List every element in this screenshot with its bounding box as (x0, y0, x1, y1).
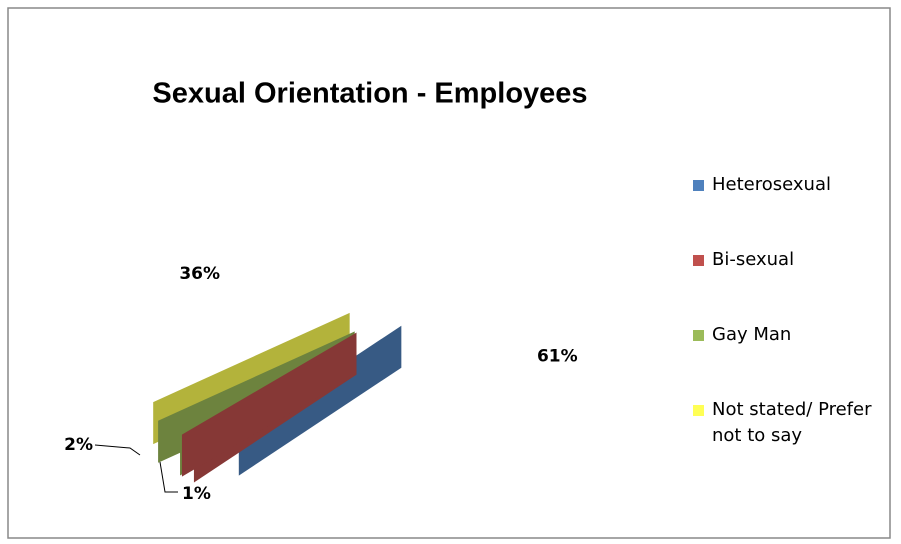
legend-item: Gay Man (690, 322, 880, 397)
chart-frame (7, 7, 891, 539)
legend-swatch (693, 330, 704, 341)
legend-item: Not stated/ Prefer not to say (690, 397, 880, 472)
legend-item: Bi-sexual (690, 247, 880, 322)
legend-swatch (693, 405, 704, 416)
leader-line (159, 461, 178, 493)
data-label: 1% (182, 484, 211, 504)
leader-line (94, 444, 141, 456)
legend-label: Not stated/ Prefer not to say (712, 399, 872, 446)
slice-wall (153, 214, 350, 403)
legend-label: Heterosexual (712, 174, 831, 195)
pie (153, 185, 402, 483)
chart-title: Sexual Orientation - Employees (152, 78, 587, 110)
data-label: 36% (179, 264, 220, 284)
legend-label: Bi-sexual (712, 249, 795, 270)
slice (180, 331, 355, 434)
slice-side (238, 325, 402, 476)
data-label: 61% (537, 347, 578, 367)
data-label: 2% (64, 435, 93, 455)
legend: Heterosexual Bi-sexual Gay Man Not stated/ … (690, 172, 880, 472)
slice-side (181, 332, 357, 477)
slice (193, 332, 357, 441)
legend-swatch (693, 255, 704, 266)
legend-item: Heterosexual (690, 172, 880, 247)
legend-label: Gay Man (712, 324, 792, 345)
legend-swatch (693, 180, 704, 191)
